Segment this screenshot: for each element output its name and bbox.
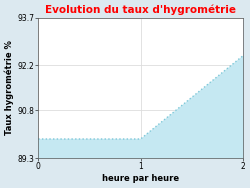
Title: Evolution du taux d'hygrométrie: Evolution du taux d'hygrométrie: [45, 5, 236, 15]
X-axis label: heure par heure: heure par heure: [102, 174, 179, 183]
Y-axis label: Taux hygrométrie %: Taux hygrométrie %: [5, 40, 14, 135]
